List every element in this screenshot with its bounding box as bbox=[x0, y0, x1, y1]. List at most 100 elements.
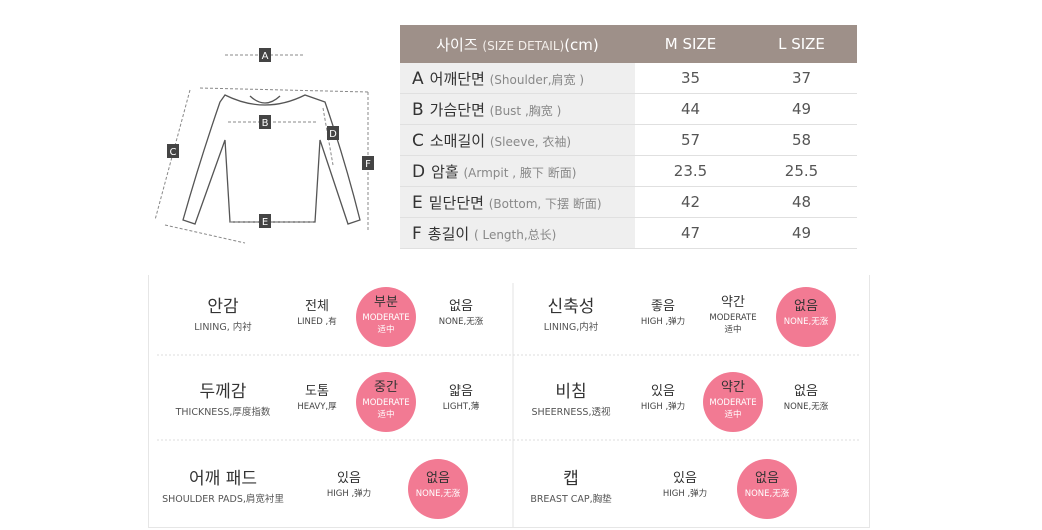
row-name: 가슴단면 bbox=[429, 100, 485, 119]
size-value: 23.5 bbox=[635, 155, 746, 187]
option-label: 도톰 bbox=[305, 384, 329, 399]
attribute-title: 신축성 bbox=[548, 297, 595, 317]
row-label: F 총길이 ( Length,总长) bbox=[400, 217, 635, 249]
option-detail: HIGH ,弹力 bbox=[663, 488, 707, 499]
header-subtitle: (SIZE DETAIL) bbox=[482, 38, 565, 53]
option-detail: MODERATE bbox=[362, 313, 409, 323]
size-row: A 어깨단면 (Shoulder,肩宽 ) 35 37 bbox=[400, 63, 857, 94]
diagram-label: B bbox=[262, 118, 269, 129]
row-detail: (Sleeve, 衣袖) bbox=[489, 134, 572, 149]
attribute-subtitle: LINING, 内衬 bbox=[194, 321, 252, 333]
diagram-label: F bbox=[365, 159, 371, 170]
row-name: 소매길이 bbox=[429, 131, 486, 150]
size-value: 25.5 bbox=[746, 155, 857, 187]
label-box bbox=[327, 126, 339, 140]
option-label: 중간 bbox=[374, 380, 398, 395]
attribute-subtitle: THICKNESS,厚度指数 bbox=[175, 406, 271, 418]
row-name: 총길이 bbox=[427, 224, 470, 243]
row-detail: (Shoulder,肩宽 ) bbox=[489, 72, 585, 87]
selected-marker bbox=[408, 459, 468, 519]
size-value: 49 bbox=[746, 217, 857, 249]
size-table: 사이즈 (SIZE DETAIL)(cm) M SIZE L SIZE A 어깨단… bbox=[400, 25, 857, 249]
option-label: 약간 bbox=[721, 380, 745, 395]
option-detail: LINED ,有 bbox=[297, 316, 336, 327]
row-label: A 어깨단면 (Shoulder,肩宽 ) bbox=[400, 63, 635, 94]
attribute-subtitle: SHOULDER PADS,肩宽衬里 bbox=[162, 493, 284, 505]
garment-diagram: A B C D E F bbox=[154, 48, 374, 244]
option-detail: LIGHT,薄 bbox=[443, 401, 480, 412]
dim-line bbox=[199, 87, 369, 93]
size-value: 44 bbox=[635, 93, 746, 125]
option-detail: NONE,无涨 bbox=[439, 316, 484, 327]
dim-line bbox=[164, 224, 246, 244]
header-title: 사이즈 bbox=[436, 35, 478, 54]
row-detail: (Bottom, 下摆 断面) bbox=[488, 196, 602, 211]
selected-marker bbox=[703, 372, 763, 432]
row-detail: ( Length,总长) bbox=[473, 227, 557, 242]
size-value: 37 bbox=[746, 63, 857, 94]
option-detail: 适中 bbox=[377, 409, 394, 420]
diagram-label: D bbox=[329, 129, 337, 140]
size-value: 49 bbox=[746, 93, 857, 125]
option-detail: MODERATE bbox=[709, 398, 756, 408]
option-label: 없음 bbox=[755, 471, 779, 486]
size-row: B 가슴단면 (Bust ,胸宽 ) 44 49 bbox=[400, 93, 857, 125]
size-row: F 총길이 ( Length,总长) 47 49 bbox=[400, 217, 857, 249]
diagram-label: A bbox=[262, 51, 269, 62]
diagram-label: C bbox=[170, 147, 177, 158]
option-detail: HEAVY,厚 bbox=[297, 402, 337, 412]
diagram-label: E bbox=[262, 217, 268, 228]
selected-marker bbox=[737, 459, 797, 519]
attribute-title: 어깨 패드 bbox=[189, 469, 257, 489]
size-value: 35 bbox=[635, 63, 746, 94]
size-value: 42 bbox=[635, 186, 746, 218]
attribute-subtitle: BREAST CAP,胸垫 bbox=[530, 493, 612, 505]
option-label: 없음 bbox=[794, 384, 818, 399]
attribute-panel: 안감 LINING, 内衬 전체 LINED ,有 부분 MODERATE 适中 없음 NONE… bbox=[148, 275, 870, 528]
option-detail: 适中 bbox=[377, 324, 394, 335]
row-label: E 밑단단면 (Bottom, 下摆 断面) bbox=[400, 186, 635, 218]
selected-marker bbox=[356, 287, 416, 347]
header-cell: L SIZE bbox=[746, 25, 857, 63]
header-unit: (cm) bbox=[564, 35, 599, 54]
row-label: B 가슴단면 (Bust ,胸宽 ) bbox=[400, 93, 635, 125]
option-detail: 适中 bbox=[724, 409, 741, 420]
attribute-subtitle: LINING,内衬 bbox=[544, 321, 599, 333]
row-name: 어깨단면 bbox=[429, 69, 485, 88]
option-label: 없음 bbox=[794, 299, 818, 314]
option-label: 약간 bbox=[721, 295, 745, 310]
option-detail: MODERATE bbox=[709, 313, 756, 323]
attribute-title: 두께감 bbox=[200, 382, 247, 402]
row-letter: D bbox=[412, 161, 426, 182]
size-row: E 밑단단면 (Bottom, 下摆 断面) 42 48 bbox=[400, 186, 857, 218]
table-body: A 어깨단면 (Shoulder,肩宽 ) 35 37 B 가슴단면 (Bust ,胸宽 … bbox=[400, 63, 857, 249]
row-name: 암홀 bbox=[431, 162, 459, 181]
attribute-title: 캡 bbox=[563, 469, 579, 489]
label-box bbox=[259, 214, 271, 228]
row-detail: (Armpit , 腋下 断面) bbox=[463, 165, 577, 180]
header-cell: 사이즈 (SIZE DETAIL)(cm) bbox=[400, 25, 635, 63]
row-name: 밑단단면 bbox=[428, 193, 484, 212]
option-label: 없음 bbox=[449, 299, 473, 314]
size-row: C 소매길이 (Sleeve, 衣袖) 57 58 bbox=[400, 124, 857, 156]
option-detail: NONE,无涨 bbox=[784, 316, 829, 327]
option-label: 있음 bbox=[337, 471, 361, 486]
selected-marker bbox=[356, 372, 416, 432]
option-label: 전체 bbox=[305, 299, 329, 314]
label-box bbox=[259, 115, 271, 129]
row-label: C 소매길이 (Sleeve, 衣袖) bbox=[400, 124, 635, 156]
option-detail: NONE,无涨 bbox=[745, 488, 790, 499]
size-value: 57 bbox=[635, 124, 746, 156]
option-detail: HIGH ,弹力 bbox=[641, 316, 685, 327]
label-box bbox=[259, 48, 271, 62]
option-label: 있음 bbox=[651, 384, 675, 399]
option-label: 없음 bbox=[426, 471, 450, 486]
option-label: 부분 bbox=[374, 295, 398, 310]
label-box bbox=[362, 156, 374, 170]
size-value: 58 bbox=[746, 124, 857, 156]
option-label: 좋음 bbox=[651, 299, 675, 314]
garment-neck bbox=[249, 95, 281, 104]
option-detail: HIGH ,弹力 bbox=[641, 401, 685, 412]
option-detail: 适中 bbox=[724, 324, 741, 335]
